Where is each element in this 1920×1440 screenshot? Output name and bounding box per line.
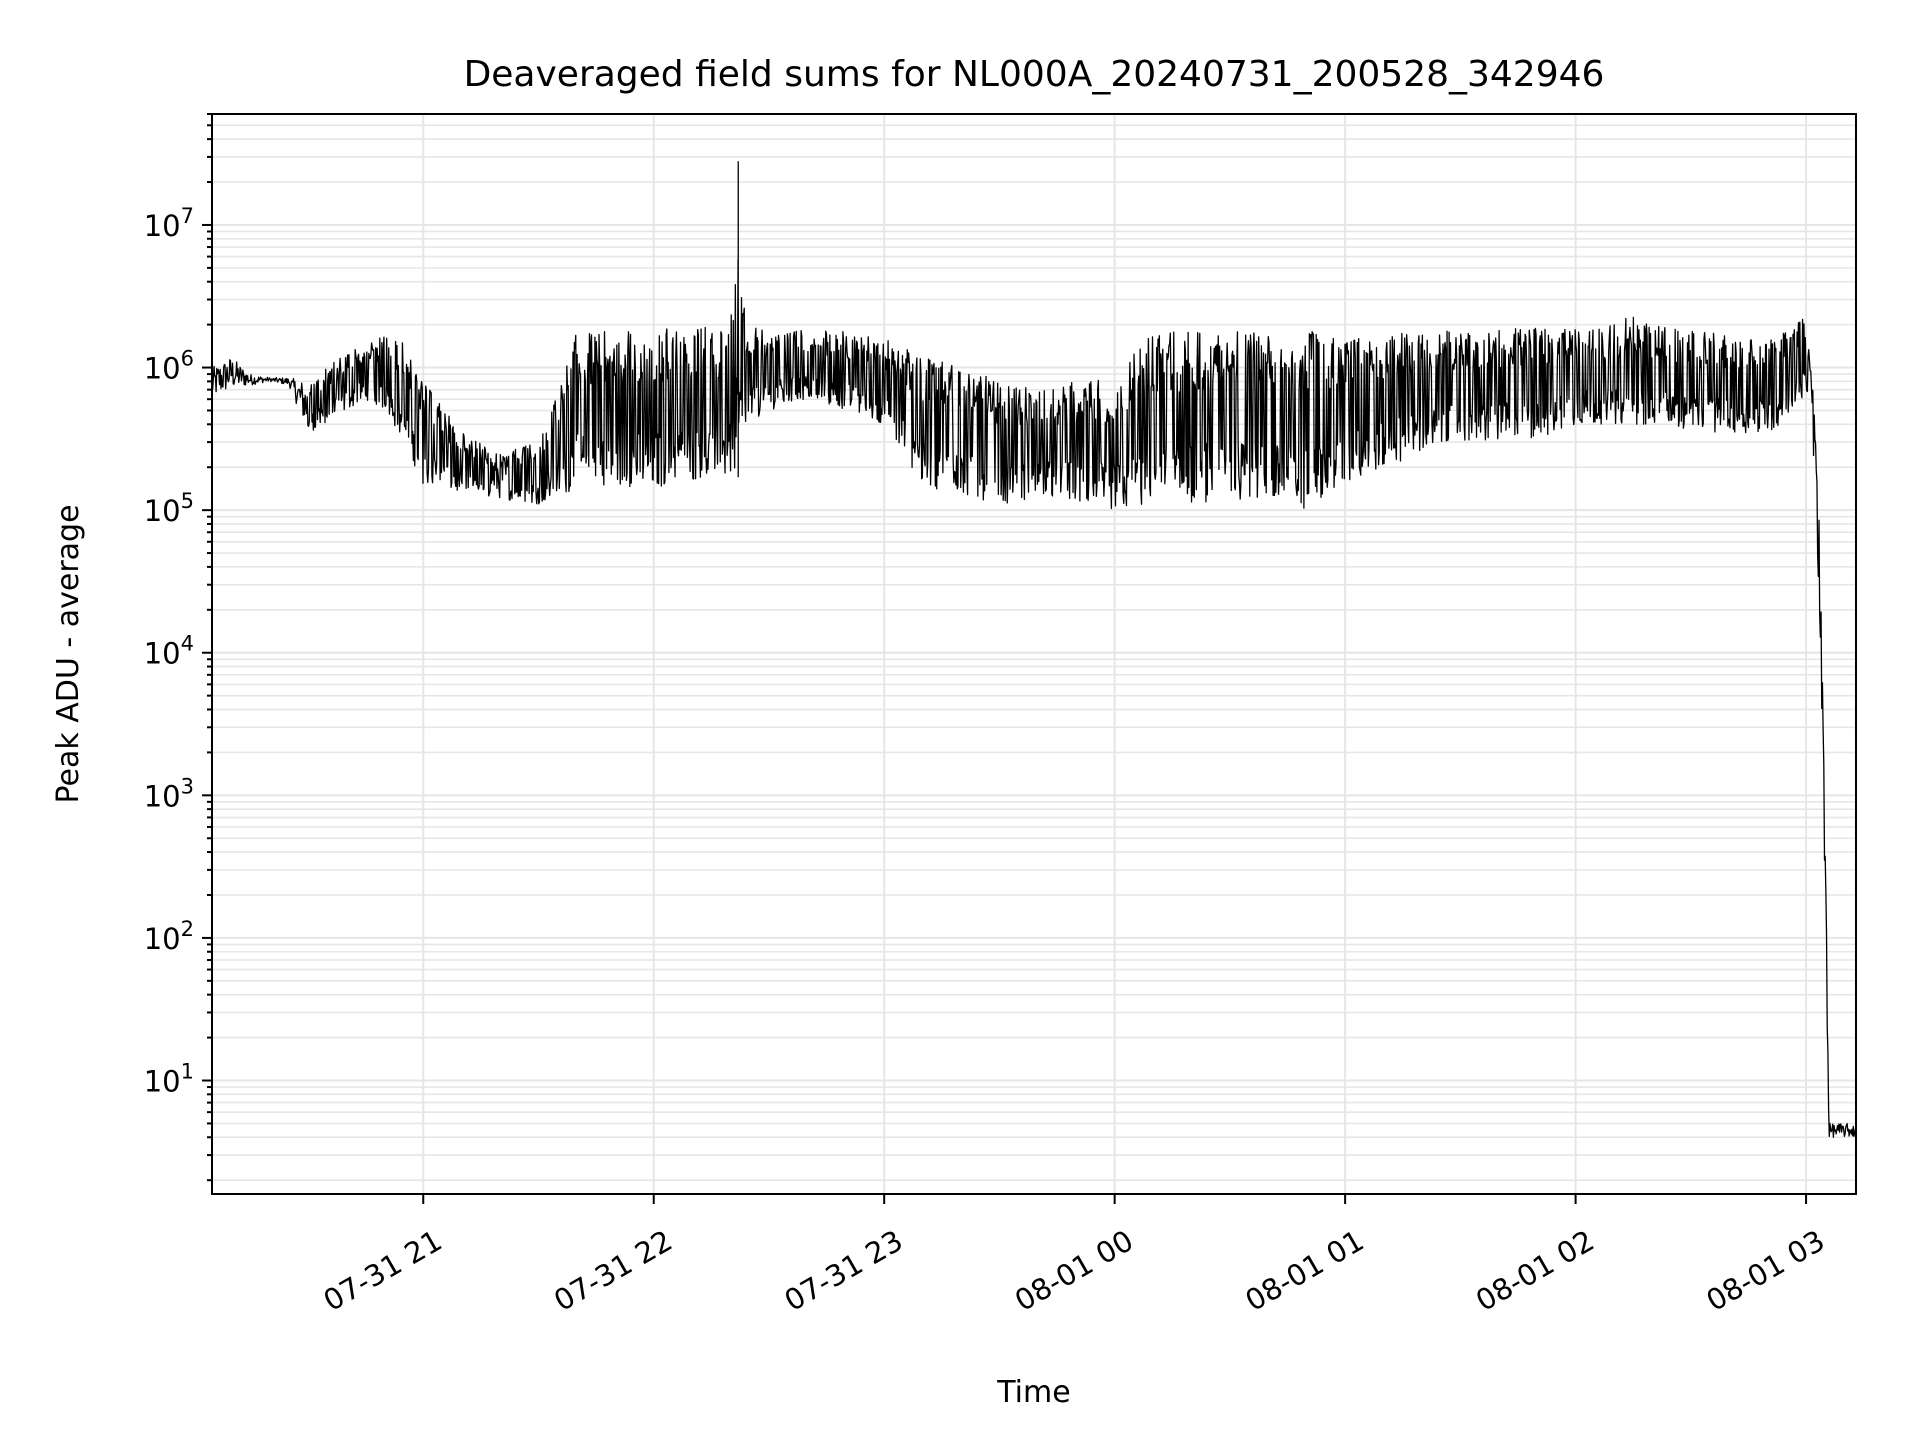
- y-tick-label: 105: [144, 489, 194, 528]
- y-tick-label: 107: [144, 204, 194, 243]
- y-tick-label: 104: [144, 632, 194, 671]
- y-axis-title: Peak ADU - average: [51, 504, 86, 803]
- series-line: [211, 161, 1857, 1138]
- y-tick-label: 101: [144, 1060, 194, 1099]
- chart-title: Deaveraged field sums for NL000A_2024073…: [464, 54, 1605, 95]
- y-tick-label: 106: [144, 347, 194, 386]
- plot-frame: [211, 113, 1857, 1195]
- y-tick-label: 103: [144, 774, 194, 813]
- series-layer: [211, 161, 1857, 1138]
- x-axis-title: Time: [996, 1375, 1070, 1410]
- y-tick-label: 102: [144, 917, 194, 956]
- grid-layer: [212, 113, 1856, 1194]
